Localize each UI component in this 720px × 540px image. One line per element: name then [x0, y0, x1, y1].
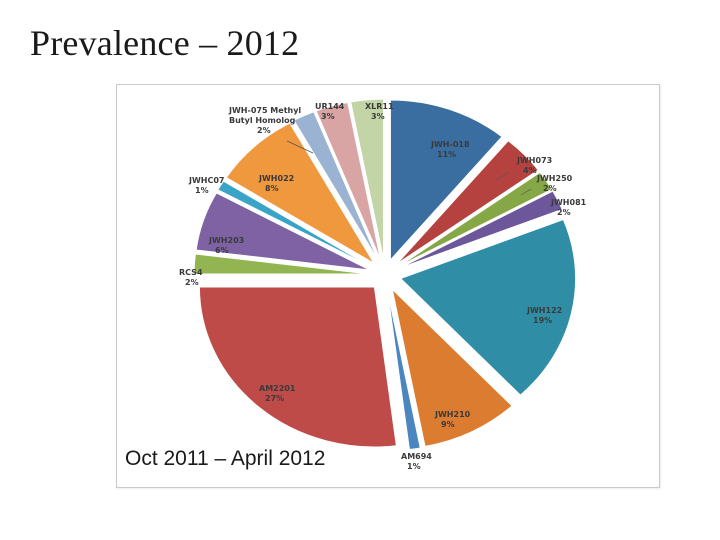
- pie-slice-jwh122: [399, 218, 577, 396]
- pie-slice-jwh203: [195, 192, 371, 271]
- pie-slice-jwh210: [391, 287, 513, 447]
- chart-subtitle: Oct 2011 – April 2012: [125, 447, 326, 470]
- chart-frame: JWH-018 11% JWH073 4% JWH250 2% JWH081 2% JWH122…: [116, 84, 660, 488]
- pie-chart: JWH-018 11% JWH073 4%JWH250 2% JWH081 2% JWH122…: [179, 98, 587, 471]
- slice-label: JWH022 8%: [258, 174, 294, 193]
- pie-slice-jwh250: [398, 171, 553, 267]
- pie-slice-jwh022: [225, 122, 375, 264]
- pie-slice-jwh-018: [389, 99, 503, 262]
- slice-label: AM2201 27%: [259, 384, 296, 403]
- pie-slice-xlr11: [350, 98, 384, 260]
- slice-label: UR144 3%: [315, 102, 345, 121]
- slice-label: JWH210 9%: [434, 410, 471, 429]
- slice-label: JWH250 2%: [536, 174, 573, 193]
- slice-label: JWH203 6%: [208, 236, 244, 255]
- slice-label: JWH-075 Methyl Butyl Homolog 2%: [228, 106, 301, 135]
- slice-label: JWH-018 11%: [430, 140, 470, 159]
- pie-slice-jwh073: [396, 140, 539, 265]
- slide-title: Prevalence – 2012: [30, 23, 300, 63]
- leader-line: [286, 140, 314, 154]
- pie-slice-rcs4: [193, 253, 370, 275]
- slice-label: RCS4 2%: [179, 268, 203, 287]
- slice-label: XLR11 3%: [365, 102, 394, 121]
- leader-line: [520, 188, 532, 196]
- pie-slice-jwh081: [399, 190, 563, 269]
- slice-label: JWH122 19%: [526, 306, 562, 325]
- pie-slice-ur144: [315, 101, 382, 260]
- slice-label: AM694 1%: [401, 452, 432, 471]
- leader-line: [494, 171, 510, 182]
- pie-slice-jwhc07: [217, 180, 372, 268]
- slice-label: JWH073 4%: [516, 156, 552, 175]
- slice-label: JWH081 2%: [550, 198, 587, 217]
- pie-slice-am694: [387, 290, 421, 451]
- pie-slice-jwh-075-methyl-butyl-homolog: [293, 111, 379, 261]
- slice-label: JWHC07 1%: [188, 176, 225, 195]
- pie-slice-am2201: [198, 286, 397, 448]
